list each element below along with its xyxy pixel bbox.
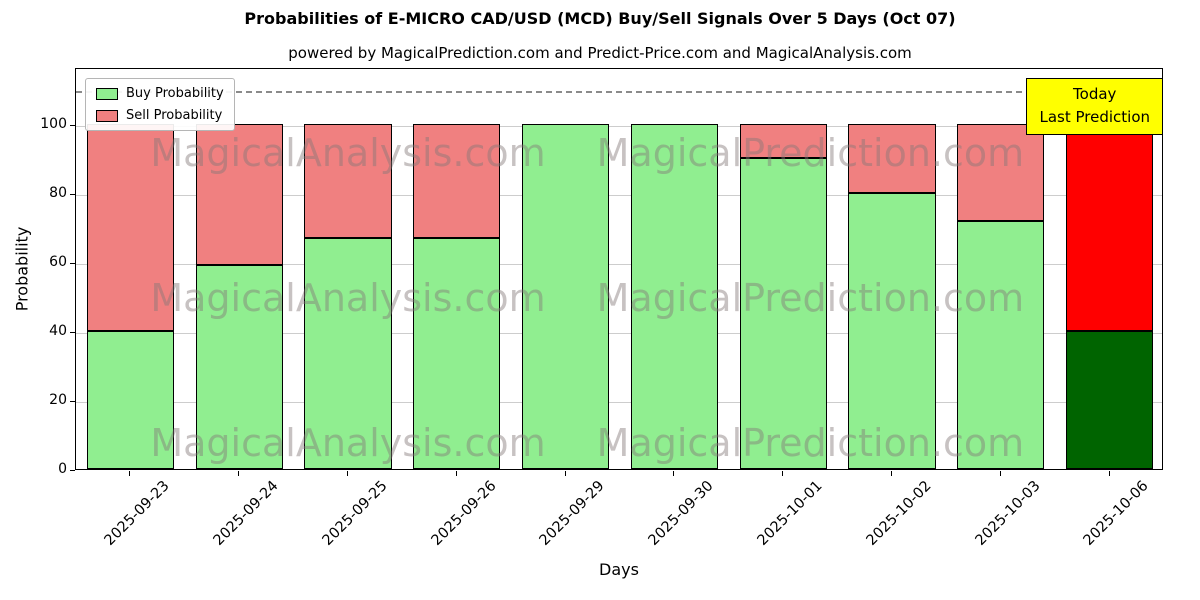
chart-title: Probabilities of E-MICRO CAD/USD (MCD) B… xyxy=(244,9,956,28)
bar-buy-2025-10-01 xyxy=(739,158,827,469)
y-tick-label-100: 100 xyxy=(40,115,67,132)
x-tick-label-2025-09-29: 2025-09-29 xyxy=(536,478,608,549)
bar-sell-2025-09-26 xyxy=(413,123,501,238)
x-tick-mark xyxy=(673,471,675,476)
y-tick-mark xyxy=(70,124,75,126)
y-tick-label-80: 80 xyxy=(49,184,67,201)
x-tick-label-2025-09-23: 2025-09-23 xyxy=(101,478,173,549)
gridline-y-40 xyxy=(76,332,1162,334)
gridline-y-80 xyxy=(76,194,1162,196)
chart-subtitle: powered by MagicalPrediction.com and Pre… xyxy=(288,44,912,62)
x-tick-mark xyxy=(999,471,1001,476)
sell-color-patch xyxy=(96,109,118,122)
legend-item-sell: Sell Probability xyxy=(96,108,224,123)
x-tick-label-2025-09-26: 2025-09-26 xyxy=(428,478,500,549)
bar-sell-2025-09-25 xyxy=(304,123,392,238)
bar-buy-2025-10-03 xyxy=(957,220,1045,469)
legend-label-buy: Buy Probability xyxy=(126,86,224,101)
plot-area: Buy Probability Sell Probability Today L… xyxy=(75,68,1163,470)
x-tick-label-2025-09-30: 2025-09-30 xyxy=(645,478,717,549)
bar-sell-2025-10-02 xyxy=(848,123,936,193)
bar-sell-2025-10-01 xyxy=(739,123,827,159)
y-tick-mark xyxy=(70,400,75,402)
x-tick-label-2025-09-25: 2025-09-25 xyxy=(319,478,391,549)
guide-dashed-line xyxy=(76,91,1162,94)
gridline-y-20 xyxy=(76,401,1162,403)
legend: Buy Probability Sell Probability xyxy=(85,78,235,131)
legend-label-sell: Sell Probability xyxy=(126,108,223,123)
y-tick-label-40: 40 xyxy=(49,322,67,339)
x-tick-mark xyxy=(1108,471,1110,476)
x-tick-mark xyxy=(455,471,457,476)
legend-item-buy: Buy Probability xyxy=(96,86,224,101)
today-annotation: Today Last Prediction xyxy=(1026,78,1163,135)
annotation-line-1: Today xyxy=(1073,85,1117,103)
y-tick-label-60: 60 xyxy=(49,253,67,270)
x-tick-mark xyxy=(129,471,131,476)
x-tick-mark xyxy=(782,471,784,476)
x-tick-mark xyxy=(891,471,892,476)
gridline-y-100 xyxy=(76,125,1162,127)
y-tick-label-0: 0 xyxy=(58,461,67,477)
x-tick-mark xyxy=(238,471,240,476)
bar-buy-2025-09-23 xyxy=(86,330,174,469)
y-tick-label-20: 20 xyxy=(49,391,67,408)
bar-buy-2025-09-26 xyxy=(413,237,501,469)
bar-buy-2025-09-30 xyxy=(630,123,718,469)
bar-buy-2025-09-24 xyxy=(195,265,283,469)
x-tick-label-2025-09-24: 2025-09-24 xyxy=(210,478,282,549)
bar-buy-2025-09-25 xyxy=(304,237,392,469)
y-tick-mark xyxy=(70,262,75,264)
y-tick-mark xyxy=(70,331,75,333)
annotation-line-2: Last Prediction xyxy=(1039,108,1150,127)
bar-sell-2025-10-06 xyxy=(1066,123,1154,331)
x-tick-label-2025-10-02: 2025-10-02 xyxy=(863,478,935,549)
x-tick-label-2025-10-03: 2025-10-03 xyxy=(972,478,1044,549)
x-tick-mark xyxy=(347,471,348,476)
x-tick-mark xyxy=(564,471,566,476)
x-axis-label: Days xyxy=(599,560,639,579)
x-tick-label-2025-10-01: 2025-10-01 xyxy=(754,478,826,549)
x-tick-label-2025-10-06: 2025-10-06 xyxy=(1080,478,1152,549)
bar-sell-2025-09-24 xyxy=(195,123,283,266)
y-tick-mark xyxy=(70,193,75,195)
bar-buy-2025-09-29 xyxy=(522,123,610,469)
y-tick-mark xyxy=(70,470,75,471)
buy-color-patch xyxy=(96,87,118,100)
bar-sell-2025-09-23 xyxy=(86,123,174,331)
gridline-y-60 xyxy=(76,263,1162,265)
bar-buy-2025-10-02 xyxy=(848,192,936,469)
bar-sell-2025-10-03 xyxy=(957,123,1045,221)
bar-buy-2025-10-06 xyxy=(1066,330,1154,469)
